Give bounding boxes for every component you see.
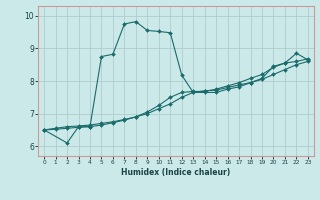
X-axis label: Humidex (Indice chaleur): Humidex (Indice chaleur)	[121, 168, 231, 177]
